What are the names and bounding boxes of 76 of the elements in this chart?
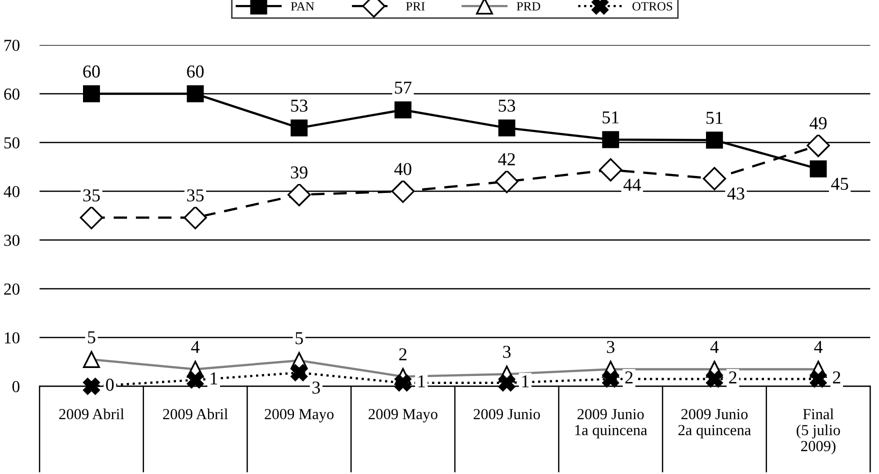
point [394,101,412,118]
data-label: 51 [602,111,619,124]
point [391,180,415,203]
point [706,132,723,149]
data-label: 3 [503,346,511,358]
point [498,119,516,136]
point [810,160,827,178]
legend-label: PAN [290,2,314,10]
data-label: 39 [290,166,308,179]
legend-label: PRI [406,2,425,10]
point [706,370,723,388]
point [806,134,830,158]
data-label: 2 [832,371,840,384]
data-label: 35 [187,189,204,202]
data-label: 4 [710,341,719,353]
y-tick-label: 60 [4,88,20,100]
x-tick-label: Final (5 julio 2009) [796,408,840,454]
y-tick-label: 0 [12,381,20,392]
data-label: 40 [394,162,412,176]
data-label: 3 [606,340,614,354]
point [495,170,518,194]
point [82,85,100,102]
point [702,166,726,190]
data-label: 49 [810,117,827,130]
data-label: 1 [418,375,425,388]
point [186,372,204,388]
data-label: 2 [399,348,406,360]
x-tick-label: 2009 Mayo [368,408,438,422]
y-tick-label: 40 [4,186,20,198]
data-label: 5 [88,331,96,344]
x-tick-label: 2009 Mayo [264,408,334,422]
data-label: 35 [83,189,100,202]
point [290,364,308,382]
data-label: 4 [191,341,200,353]
x-tick-label: 2009 Junio 2a quincena [678,408,751,438]
data-label: 45 [831,178,848,190]
data-label: 0 [106,378,114,391]
data-label: 42 [498,153,515,166]
point [287,183,311,206]
data-label: 60 [187,65,204,78]
point [602,370,620,388]
y-tick-label: 30 [4,234,20,246]
data-label: 51 [706,112,722,124]
y-tick-label: 20 [4,284,20,295]
y-tick-label: 70 [4,40,20,51]
legend-label: OTROS [632,2,672,11]
point [602,131,620,148]
data-label: 3 [312,382,320,394]
point [394,374,412,392]
data-label: 1 [210,372,218,384]
data-label: 57 [394,82,412,94]
point [290,119,308,136]
point [184,206,207,230]
point [80,206,104,230]
legend-label: PRD [516,2,540,10]
data-label: 1 [522,375,529,388]
point [82,378,100,395]
data-label: 5 [296,332,303,344]
data-label: 60 [83,65,100,78]
data-label: 53 [291,100,308,112]
y-tick-label: 50 [4,137,20,148]
x-tick-label: 2009 Junio [474,408,540,420]
point [810,370,827,388]
data-label: 53 [498,100,516,112]
point [498,374,516,392]
point [598,158,622,182]
x-tick-label: 2009 Abril [59,408,124,420]
x-tick-label: 2009 Abril [163,408,228,420]
data-label: 2 [625,371,633,384]
data-label: 4 [814,341,823,353]
data-label: 43 [727,188,744,200]
y-tick-label: 10 [4,332,20,344]
x-tick-label: 2009 Junio 1a quincena [575,408,648,438]
point [186,85,204,102]
data-label: 44 [623,178,641,191]
data-label: 2 [729,371,736,384]
